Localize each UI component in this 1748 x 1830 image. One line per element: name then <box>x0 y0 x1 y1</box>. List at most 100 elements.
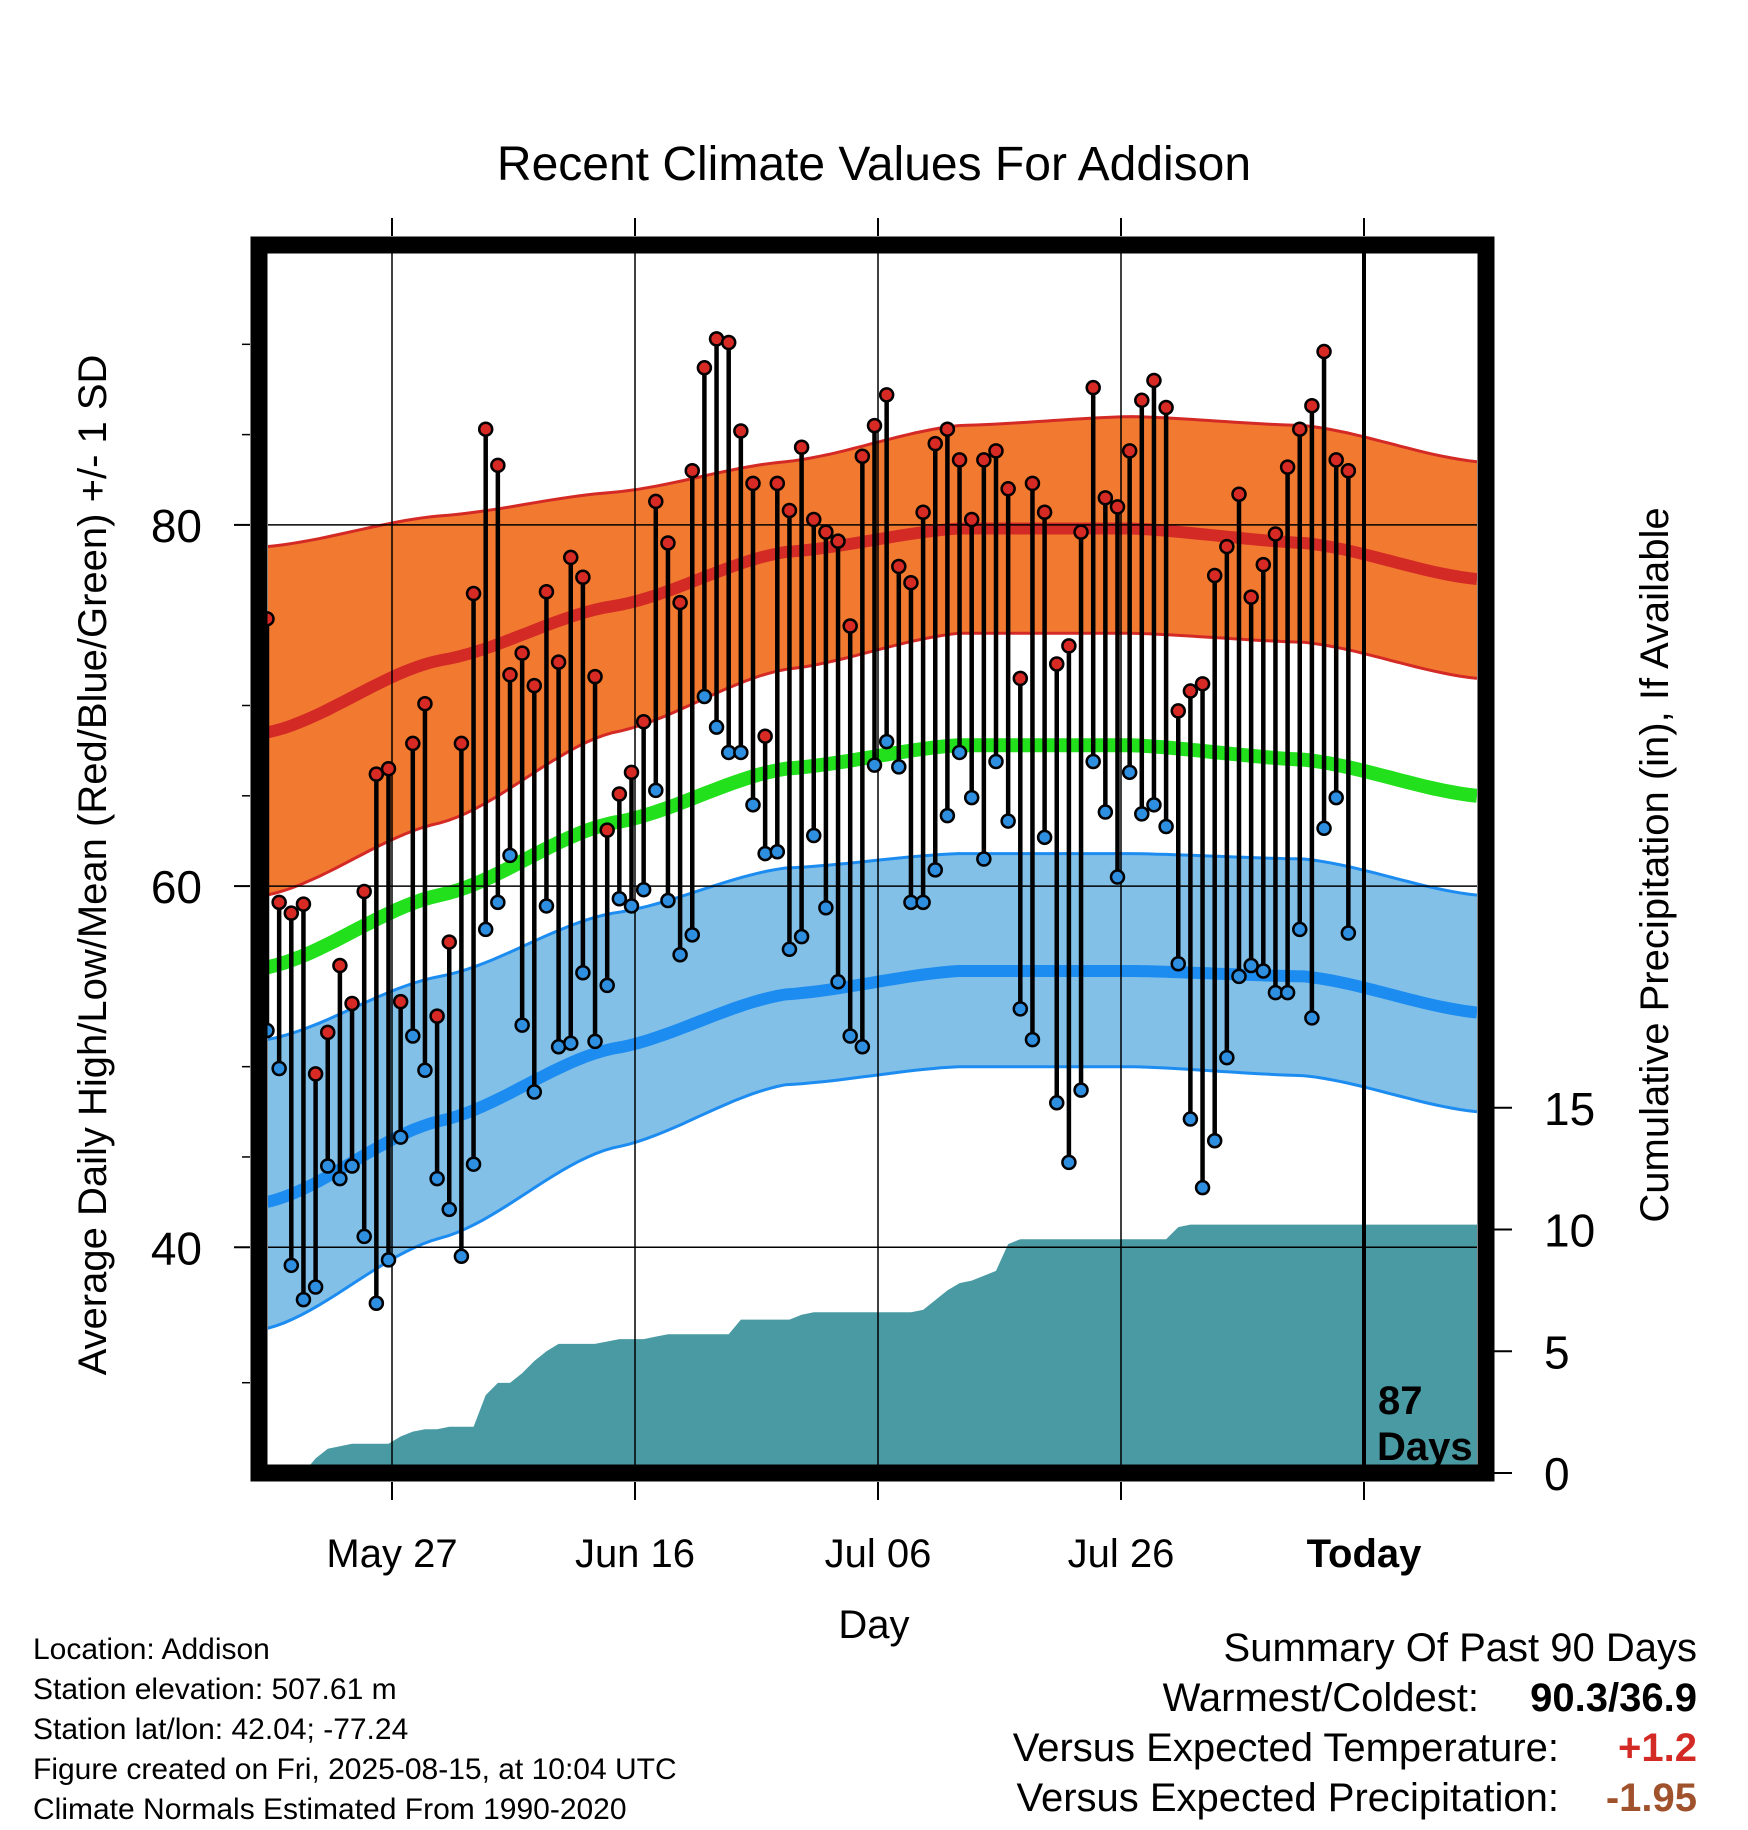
daily-low-point <box>392 1129 409 1145</box>
y2-tick-label: 0 <box>1544 1448 1570 1500</box>
daily-high-point <box>380 760 397 777</box>
daily-low-point <box>1134 806 1150 822</box>
daily-high-point <box>1182 683 1199 699</box>
daily-high-point <box>1121 443 1138 459</box>
y-tick-label: 80 <box>151 500 202 552</box>
daily-low-point <box>344 1158 360 1174</box>
daily-high-point <box>332 957 348 974</box>
daily-low-point <box>648 782 664 799</box>
daily-low-point <box>988 753 1004 770</box>
daily-high-point <box>1194 676 1211 692</box>
daily-high-point <box>1206 567 1223 584</box>
daily-high-point <box>575 569 591 586</box>
temp-departure-row: Versus Expected Temperature: +1.2 <box>1013 1723 1697 1773</box>
daily-high-point <box>720 334 737 351</box>
daily-low-point <box>563 1035 579 1051</box>
daily-high-point <box>550 654 567 670</box>
daily-high-point <box>915 504 931 521</box>
daily-low-point <box>380 1252 397 1268</box>
daily-low-point <box>915 894 931 911</box>
daily-high-point <box>1012 670 1029 687</box>
daily-low-point <box>1170 955 1186 972</box>
daily-high-point <box>976 452 992 468</box>
daily-high-point <box>526 677 543 694</box>
daily-high-point <box>951 452 968 468</box>
daily-high-point <box>611 786 628 802</box>
daily-high-point <box>635 714 652 730</box>
daily-low-point <box>963 789 980 806</box>
daily-low-point <box>271 1060 287 1077</box>
daily-high-point <box>745 475 761 492</box>
precip-cumulative-area <box>268 1224 1477 1473</box>
daily-low-point <box>1158 818 1174 835</box>
daily-high-point <box>1243 589 1259 605</box>
daily-high-point <box>307 1066 324 1082</box>
daily-low-point <box>939 807 956 824</box>
daily-high-point <box>684 462 700 479</box>
daily-high-point <box>1073 524 1089 540</box>
daily-high-point <box>405 735 421 752</box>
high-upper-line <box>268 415 1477 549</box>
daily-high-point <box>866 417 883 434</box>
daily-low-point <box>1182 1111 1199 1127</box>
precip-departure-value: -1.95 <box>1605 1776 1697 1820</box>
daily-high-point <box>830 533 846 549</box>
normals-text: Climate Normals Estimated From 1990-2020 <box>33 1793 627 1826</box>
daily-high-point <box>1097 490 1114 506</box>
daily-high-point <box>514 645 530 661</box>
daily-low-point <box>295 1291 312 1308</box>
daily-high-point <box>465 585 482 602</box>
daily-low-point <box>793 928 810 945</box>
daily-high-point <box>477 421 494 437</box>
daily-high-point <box>392 993 409 1010</box>
daily-high-point <box>1146 372 1162 389</box>
daily-high-point <box>769 475 786 492</box>
summary-panel: Summary Of Past 90 Days Warmest/Coldest:… <box>1013 1623 1697 1823</box>
x-tick-label: Jul 26 <box>1068 1532 1175 1576</box>
temp-departure-label: Versus Expected Temperature: <box>1012 1726 1559 1770</box>
daily-high-point <box>441 934 457 950</box>
daily-low-point <box>830 974 846 990</box>
y2-tick-label: 15 <box>1544 1083 1595 1135</box>
daily-low-point <box>660 892 676 909</box>
daily-high-point <box>818 524 834 540</box>
daily-low-point <box>1000 813 1016 829</box>
daily-high-point <box>1292 421 1308 437</box>
daily-low-point <box>320 1158 336 1174</box>
daily-low-point <box>623 898 640 914</box>
daily-high-point <box>988 443 1004 459</box>
daily-low-point <box>1304 1010 1320 1026</box>
x-tick-label: Today <box>1307 1532 1423 1576</box>
daily-high-point <box>453 735 470 752</box>
daily-low-point <box>733 744 749 761</box>
daily-high-point <box>878 387 895 403</box>
daily-high-point <box>356 883 372 900</box>
daily-high-point <box>903 574 919 591</box>
latlon-text: Station lat/lon: 42.04; -77.24 <box>33 1713 409 1746</box>
daily-low-point <box>1061 1154 1077 1171</box>
today-marker-unit: Days <box>1377 1425 1473 1469</box>
daily-high-point <box>502 667 518 683</box>
daily-high-point <box>1134 392 1150 409</box>
daily-high-point <box>1085 379 1101 396</box>
daily-high-point <box>1109 499 1126 515</box>
daily-low-point <box>356 1228 372 1245</box>
daily-low-point <box>1121 764 1138 781</box>
daily-high-point <box>538 583 555 600</box>
today-marker-count: 87 <box>1378 1379 1423 1423</box>
daily-low-point <box>1328 789 1344 806</box>
daily-low-point <box>514 1017 530 1033</box>
daily-high-point <box>672 594 688 611</box>
daily-low-point <box>611 890 628 907</box>
y2-tick-label: 10 <box>1544 1205 1595 1257</box>
daily-low-point <box>635 881 652 898</box>
daily-low-point <box>1097 804 1114 820</box>
daily-high-point <box>1219 538 1235 555</box>
daily-low-point <box>1206 1132 1223 1149</box>
daily-low-point <box>951 744 968 761</box>
daily-high-point <box>854 448 871 465</box>
daily-high-point <box>696 360 713 376</box>
daily-high-point <box>320 1024 336 1041</box>
daily-low-point <box>927 862 943 878</box>
